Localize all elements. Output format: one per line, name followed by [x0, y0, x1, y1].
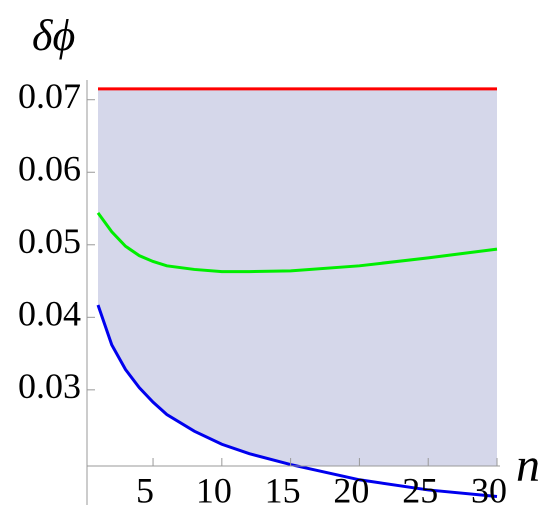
series-line — [96, 211, 498, 274]
x-axis-label: n — [516, 439, 540, 492]
x-tick-label: 25 — [402, 470, 438, 510]
fill-group — [98, 88, 497, 466]
x-tick-label: 15 — [265, 470, 301, 510]
y-axis-label: δϕ — [32, 11, 75, 60]
y-tick-label: 0.07 — [18, 76, 81, 116]
y-tick-label: 0.04 — [18, 294, 81, 334]
y-tick-label: 0.03 — [18, 366, 81, 406]
plot — [96, 87, 498, 498]
x-tick-label: 20 — [333, 470, 369, 510]
y-tick-label: 0.06 — [18, 149, 81, 189]
y-tick-label: 0.05 — [18, 221, 81, 261]
x-tick-label: 5 — [136, 470, 154, 510]
x-tick-label: 30 — [471, 470, 507, 510]
series-line — [96, 304, 498, 498]
shaded-area — [98, 88, 497, 466]
x-tick-label: 10 — [196, 470, 232, 510]
